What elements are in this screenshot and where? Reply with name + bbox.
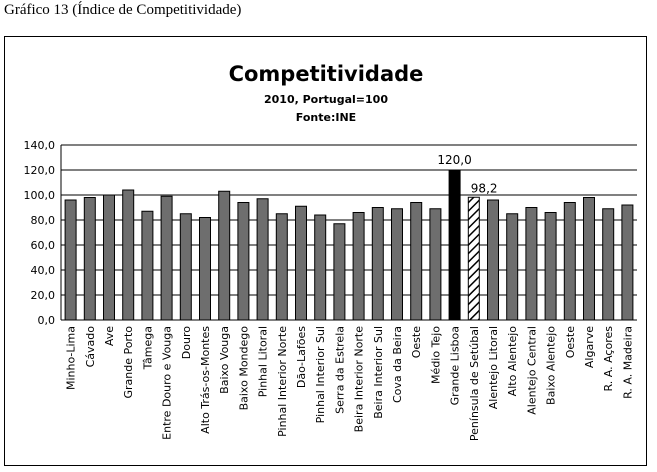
x-tick-label: Baixo Alentejo (545, 326, 558, 405)
chart-subtitle-line-1: 2010, Portugal=100 (264, 93, 388, 106)
y-tick-label: 60,0 (31, 239, 56, 252)
bar-pinhal-interior-norte (275, 213, 288, 321)
x-tick-label: R. A. Açores (602, 326, 615, 392)
x-tick-label: Médio Tejo (429, 326, 442, 384)
bar-t-mega (141, 210, 154, 321)
x-tick-label: Minho-Lima (65, 326, 78, 390)
bar-pen-nsula-de-set-bal (467, 196, 480, 321)
bar-grande-porto (122, 189, 135, 321)
x-tick-label: Baixo Mondego (237, 326, 250, 411)
bar-c-vado (83, 197, 96, 321)
x-tick-label: Alentejo Litoral (487, 326, 500, 409)
x-tick-label: Grande Porto (122, 326, 135, 399)
bar-beira-interior-norte (352, 212, 365, 321)
x-tick-label: Serra da Estrela (333, 326, 346, 414)
bar-ave (103, 194, 115, 321)
bar-r-a-a-ores (602, 208, 615, 321)
bar-oeste (563, 202, 576, 321)
y-tick-label: 80,0 (31, 214, 56, 227)
x-tick-label: Alto Alentejo (506, 326, 519, 397)
y-tick-label: 0,0 (38, 314, 56, 327)
x-tick-label: Cova da Beira (391, 326, 404, 403)
bar-pinhal-interior-sul (314, 214, 327, 321)
bar-beira-interior-sul (371, 207, 384, 321)
x-tick-label: Ave (103, 326, 116, 346)
bar-r-a-madeira (621, 204, 634, 321)
x-tick-label: Oeste (410, 326, 423, 358)
x-tick-label: Oeste (564, 326, 577, 358)
x-tick-label: Beira Interior Sul (372, 326, 385, 419)
chart-title: Competitividade (229, 62, 424, 86)
figure-caption: Gráfico 13 (Índice de Competitividade) (4, 2, 242, 18)
x-tick-label: Entre Douro e Vouga (161, 326, 174, 440)
x-tick-label: Baixo Vouga (218, 326, 231, 394)
x-tick-label: Cávado (84, 326, 97, 368)
bar-baixo-mondego (237, 202, 250, 321)
y-tick-label: 120,0 (24, 164, 56, 177)
y-tick-label: 20,0 (31, 289, 56, 302)
x-tick-label: Pinhal Litoral (257, 326, 270, 397)
x-tick-label: Pinhal Interior Norte (276, 326, 289, 437)
y-tick-label: 100,0 (24, 189, 56, 202)
bar-alentejo-central (525, 207, 538, 321)
data-label: 98,2 (471, 181, 498, 195)
y-tick-label: 140,0 (24, 139, 56, 152)
bar-serra-da-estrela (333, 223, 346, 321)
bar-pinhal-litoral (256, 198, 269, 321)
chart-subtitle-line-2: Fonte:INE (296, 111, 356, 124)
bar-entre-douro-e-vouga (160, 195, 173, 321)
bar-alto-alentejo (506, 213, 519, 321)
x-tick-label: Alto Trás-os-Montes (199, 326, 212, 434)
x-tick-label: Alentejo Central (525, 326, 538, 415)
bar-oeste (410, 202, 423, 321)
bar-baixo-vouga (218, 190, 231, 321)
bar-cova-da-beira (391, 208, 403, 321)
bar-algarve (583, 197, 595, 321)
x-tick-label: R. A. Madeira (621, 326, 634, 399)
chart-frame: Competitividade 2010, Portugal=100 Fonte… (4, 36, 647, 466)
x-tick-label: Douro (180, 326, 193, 359)
y-tick-label: 40,0 (31, 264, 56, 277)
bar-baixo-alentejo (544, 212, 557, 321)
bar-grande-lisboa (448, 169, 461, 321)
x-tick-label: Dão-Lafões (295, 326, 308, 388)
competitividade-chart: Competitividade 2010, Portugal=100 Fonte… (24, 62, 637, 441)
x-tick-label: Tâmega (141, 326, 154, 370)
bar-alentejo-litoral (487, 199, 499, 321)
bar-m-dio-tejo (429, 208, 442, 321)
x-tick-label: Algarve (583, 326, 596, 368)
bar-alto-tr-s-os-montes (199, 217, 211, 321)
bar-douro (179, 213, 192, 321)
bar-minho-lima (64, 199, 77, 321)
x-tick-label: Península de Setúbal (468, 326, 481, 441)
bar-d-o-laf-es (295, 205, 307, 321)
x-tick-label: Beira Interior Norte (353, 326, 366, 433)
x-tick-label: Pinhal Interior Sul (314, 326, 327, 423)
data-label: 120,0 (437, 153, 471, 167)
x-tick-label: Grande Lisboa (449, 326, 462, 405)
